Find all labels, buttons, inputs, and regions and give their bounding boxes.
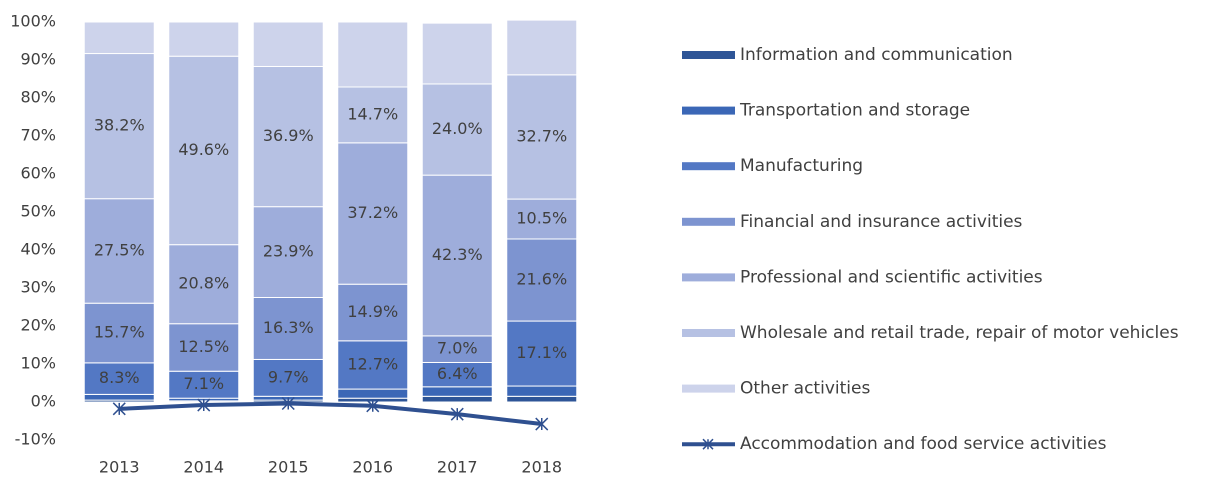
bar-segment (83, 53, 155, 200)
data-label: 6.4% (437, 364, 478, 383)
y-tick-label: -10% (15, 430, 56, 449)
bar-segment (252, 21, 324, 67)
legend-swatch (682, 162, 735, 171)
x-tick-label: 2017 (437, 458, 478, 477)
bar-segment (83, 362, 155, 395)
data-label: 20.8% (178, 274, 229, 293)
bar-segment (421, 83, 493, 176)
data-label: 42.3% (432, 245, 483, 264)
data-label: 14.7% (347, 104, 398, 123)
x-tick-label: 2013 (99, 458, 140, 477)
bar-segment (337, 21, 409, 88)
data-label: 7.1% (183, 374, 224, 393)
legend: Information and communication Transportat… (682, 45, 1179, 454)
bar-segment (506, 395, 578, 403)
y-tick-label: 90% (20, 50, 56, 69)
data-label: 10.5% (516, 209, 567, 228)
data-label: 27.5% (94, 240, 145, 259)
data-label: 49.6% (178, 140, 229, 159)
y-tick-label: 50% (20, 202, 56, 221)
legend-swatch (682, 273, 735, 282)
bar-segment (252, 65, 324, 208)
y-tick-label: 10% (20, 354, 56, 373)
bar-segment (506, 198, 578, 240)
y-tick-label: 20% (20, 316, 56, 335)
legend-swatch (682, 106, 735, 115)
data-label: 9.7% (268, 367, 309, 386)
y-tick-label: 40% (20, 240, 56, 259)
legend-label: Manufacturing (740, 156, 863, 176)
data-label: 17.1% (516, 343, 567, 362)
bar-segment (83, 21, 155, 55)
y-tick-label: 30% (20, 278, 56, 297)
bar-segment (421, 386, 493, 397)
line-marker (112, 402, 126, 416)
bar-segment (168, 244, 240, 325)
data-label: 24.0% (432, 119, 483, 138)
legend-marker (702, 438, 714, 450)
y-tick-label: 60% (20, 164, 56, 183)
legend-label: Information and communication (740, 45, 1013, 65)
data-label: 16.3% (263, 318, 314, 337)
legend-label: Professional and scientific activities (740, 267, 1043, 287)
line-marker (197, 398, 211, 412)
data-label: 12.7% (347, 354, 398, 373)
legend-swatch (682, 217, 735, 226)
bar-segment (337, 340, 409, 390)
x-tick-label: 2018 (521, 458, 562, 477)
data-label: 21.6% (516, 270, 567, 289)
bar-segment (168, 55, 240, 246)
legend-swatch (682, 51, 735, 59)
y-tick-label: 70% (20, 126, 56, 145)
y-tick-label: 0% (31, 392, 56, 411)
x-tick-label: 2015 (268, 458, 309, 477)
legend-label: Other activities (740, 379, 870, 399)
data-label: 15.7% (94, 323, 145, 342)
bar-segment (168, 21, 240, 57)
line-marker (281, 396, 295, 411)
bar-segment (337, 86, 409, 144)
line-marker (366, 399, 380, 413)
line-marker (535, 417, 549, 431)
data-label: 32.7% (516, 126, 567, 145)
y-tick-label: 100% (10, 12, 56, 31)
bar-segment (83, 393, 155, 401)
legend-label: Financial and insurance activities (740, 212, 1023, 232)
bar-segment (337, 388, 409, 399)
plot-area: -10% 0% 10% 20% 30% 40% 50% 60% 70% 80% 90% 100% 201… (10, 12, 578, 477)
data-label: 8.3% (99, 368, 140, 387)
y-tick-label: 80% (20, 88, 56, 107)
bar-segment (506, 74, 578, 200)
legend-swatch (682, 384, 735, 393)
x-tick-label: 2016 (352, 458, 393, 477)
bar-segment (83, 198, 155, 304)
data-label: 23.9% (263, 242, 314, 261)
bar-segment (252, 297, 324, 360)
bar-segment (421, 395, 493, 403)
bar-segment (506, 385, 578, 397)
x-tick-label: 2014 (183, 458, 224, 477)
legend-swatch (682, 329, 735, 337)
line-series (119, 401, 542, 427)
bar-segment (506, 19, 578, 76)
bar-segment (506, 238, 578, 322)
data-label: 38.2% (94, 116, 145, 135)
data-label: 37.2% (347, 203, 398, 222)
data-label: 12.5% (178, 337, 229, 356)
bar-segment (421, 22, 493, 85)
data-label: 36.9% (263, 126, 314, 145)
line-marker (450, 407, 464, 421)
bar-segment (252, 206, 324, 298)
bar-segment (83, 302, 155, 364)
legend-label: Wholesale and retail trade, repair of mo… (740, 323, 1179, 343)
data-label: 7.0% (437, 339, 478, 358)
bar-segment (421, 361, 493, 388)
data-label: 14.9% (347, 302, 398, 321)
legend-label: Transportation and storage (739, 101, 970, 121)
legend-label: Accommodation and food service activitie… (740, 434, 1107, 454)
